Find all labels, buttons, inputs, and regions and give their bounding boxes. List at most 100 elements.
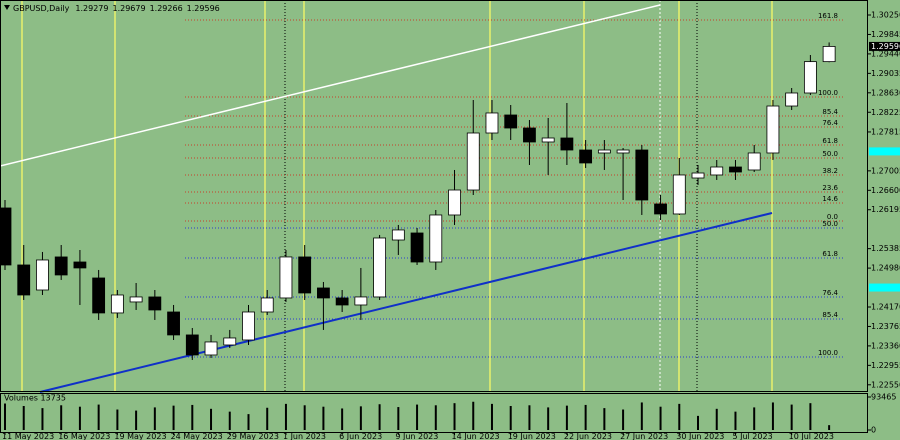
candle-body	[504, 114, 518, 129]
fib-label: 50.0	[822, 220, 838, 228]
candle-body	[148, 296, 162, 311]
x-tick-label: 19 May 2023	[114, 432, 166, 440]
trend-line	[0, 4, 661, 167]
y-tick-label: 1.27005	[871, 166, 900, 175]
candle-body	[391, 229, 405, 241]
y-tick-label: 1.29845	[871, 30, 900, 39]
y-tick-label: 1.25385	[871, 244, 900, 253]
candle-body	[17, 264, 31, 296]
candle-body	[335, 297, 349, 306]
fib-label: 0.0	[827, 213, 838, 221]
main-frame	[0, 0, 868, 392]
fib-label: 100.0	[818, 89, 838, 97]
x-tick-label: 30 Jun 2023	[676, 432, 724, 440]
candle-body	[747, 152, 761, 171]
candle-body	[654, 203, 667, 215]
candle-body	[36, 259, 49, 291]
candle-body	[466, 132, 480, 191]
fib-label: 14.6	[822, 195, 838, 203]
candle-body	[766, 105, 780, 154]
y-tick-label: 1.24980	[871, 264, 900, 273]
month-separators	[284, 0, 698, 392]
volume-tick-label: 93465	[871, 393, 896, 402]
fib-label: 85.4	[822, 311, 838, 319]
volume-tick-label: 0	[871, 426, 876, 435]
x-tick-label: 9 Jun 2023	[395, 432, 438, 440]
candle-body	[597, 149, 611, 154]
low: 1.29266	[150, 4, 183, 13]
close: 1.29596	[187, 4, 220, 13]
candle-body	[223, 337, 237, 346]
x-tick-label: 1 Jun 2023	[283, 432, 326, 440]
candle-body	[635, 149, 649, 201]
candle-body	[803, 61, 817, 94]
x-tick-label: 14 Jun 2023	[452, 432, 500, 440]
volume-title: Volumes 13735	[4, 394, 66, 403]
y-tick-label: 1.27815	[871, 127, 900, 136]
candle-body	[185, 334, 199, 356]
header: GBPUSD,Daily 1.29279 1.29679 1.29266 1.29596	[13, 4, 220, 13]
fib-label: 100.0	[818, 349, 838, 357]
fib-label: 61.8	[822, 250, 838, 258]
y-tick-label: 1.26600	[871, 186, 900, 195]
alert-level	[869, 283, 900, 292]
candle-body	[541, 137, 555, 143]
y-tick-label: 1.22955	[871, 361, 900, 370]
candle-body	[129, 296, 143, 303]
candle-body	[410, 232, 424, 263]
y-tick-label: 1.22550	[871, 380, 900, 389]
candle-body	[785, 92, 799, 107]
candle-body	[242, 311, 255, 341]
candle-body	[579, 149, 593, 164]
fib-label: 61.8	[822, 137, 838, 145]
candle-body	[672, 174, 686, 215]
alert-level	[869, 147, 900, 156]
volume-bars	[4, 401, 831, 430]
y-tick-label: 1.24170	[871, 302, 900, 311]
x-tick-label: 22 Jun 2023	[564, 432, 612, 440]
fib-label: 23.6	[822, 184, 838, 192]
fib-label: 76.4	[822, 119, 838, 127]
candle-body	[485, 112, 499, 134]
menu-arrow[interactable]	[4, 5, 10, 10]
price-label: 1.29596	[871, 42, 900, 51]
candle-body	[54, 256, 68, 276]
candle-body	[73, 261, 87, 269]
candle-body	[448, 189, 461, 216]
x-tick-label: 19 Jun 2023	[508, 432, 556, 440]
candle-body	[691, 172, 705, 179]
x-tick-label: 5 Jul 2023	[732, 432, 772, 440]
open: 1.29279	[75, 4, 108, 13]
candles	[0, 42, 836, 360]
x-tick-label: 24 May 2023	[171, 432, 223, 440]
x-tick-label: 10 Jul 2023	[789, 432, 834, 440]
y-tick-label: 1.23765	[871, 322, 900, 331]
candle-body	[92, 277, 106, 314]
fib-label: 76.4	[822, 289, 838, 297]
candle-body	[710, 166, 724, 176]
fib-label: 38.2	[822, 167, 838, 175]
y-tick-label: 1.26195	[871, 205, 900, 214]
fibonacci-levels: 161.8 100.0 85.4 76.4 61.8 50.0 38.2 23.6 14.6 0.…	[185, 12, 845, 358]
fib-label: 50.0	[822, 150, 838, 158]
symbol: GBPUSD,Daily	[13, 4, 70, 13]
candle-body	[523, 127, 536, 143]
candle-body	[373, 237, 387, 298]
candle-body	[429, 214, 443, 263]
candle-body	[560, 137, 574, 151]
x-tick-label: 6 Jun 2023	[339, 432, 382, 440]
fib-label: 161.8	[818, 12, 838, 20]
candle-body	[0, 207, 12, 266]
y-tick-label: 1.28630	[871, 88, 900, 97]
y-tick-label: 1.23360	[871, 341, 900, 350]
candle-body	[822, 46, 836, 63]
x-tick-label: 29 May 2023	[227, 432, 279, 440]
candle-body	[167, 311, 180, 336]
high: 1.29679	[112, 4, 145, 13]
candle-body	[616, 149, 630, 154]
y-tick-label: 1.30250	[871, 11, 900, 20]
y-tick-label: 1.29440	[871, 49, 900, 58]
price-label-bg	[869, 41, 900, 51]
